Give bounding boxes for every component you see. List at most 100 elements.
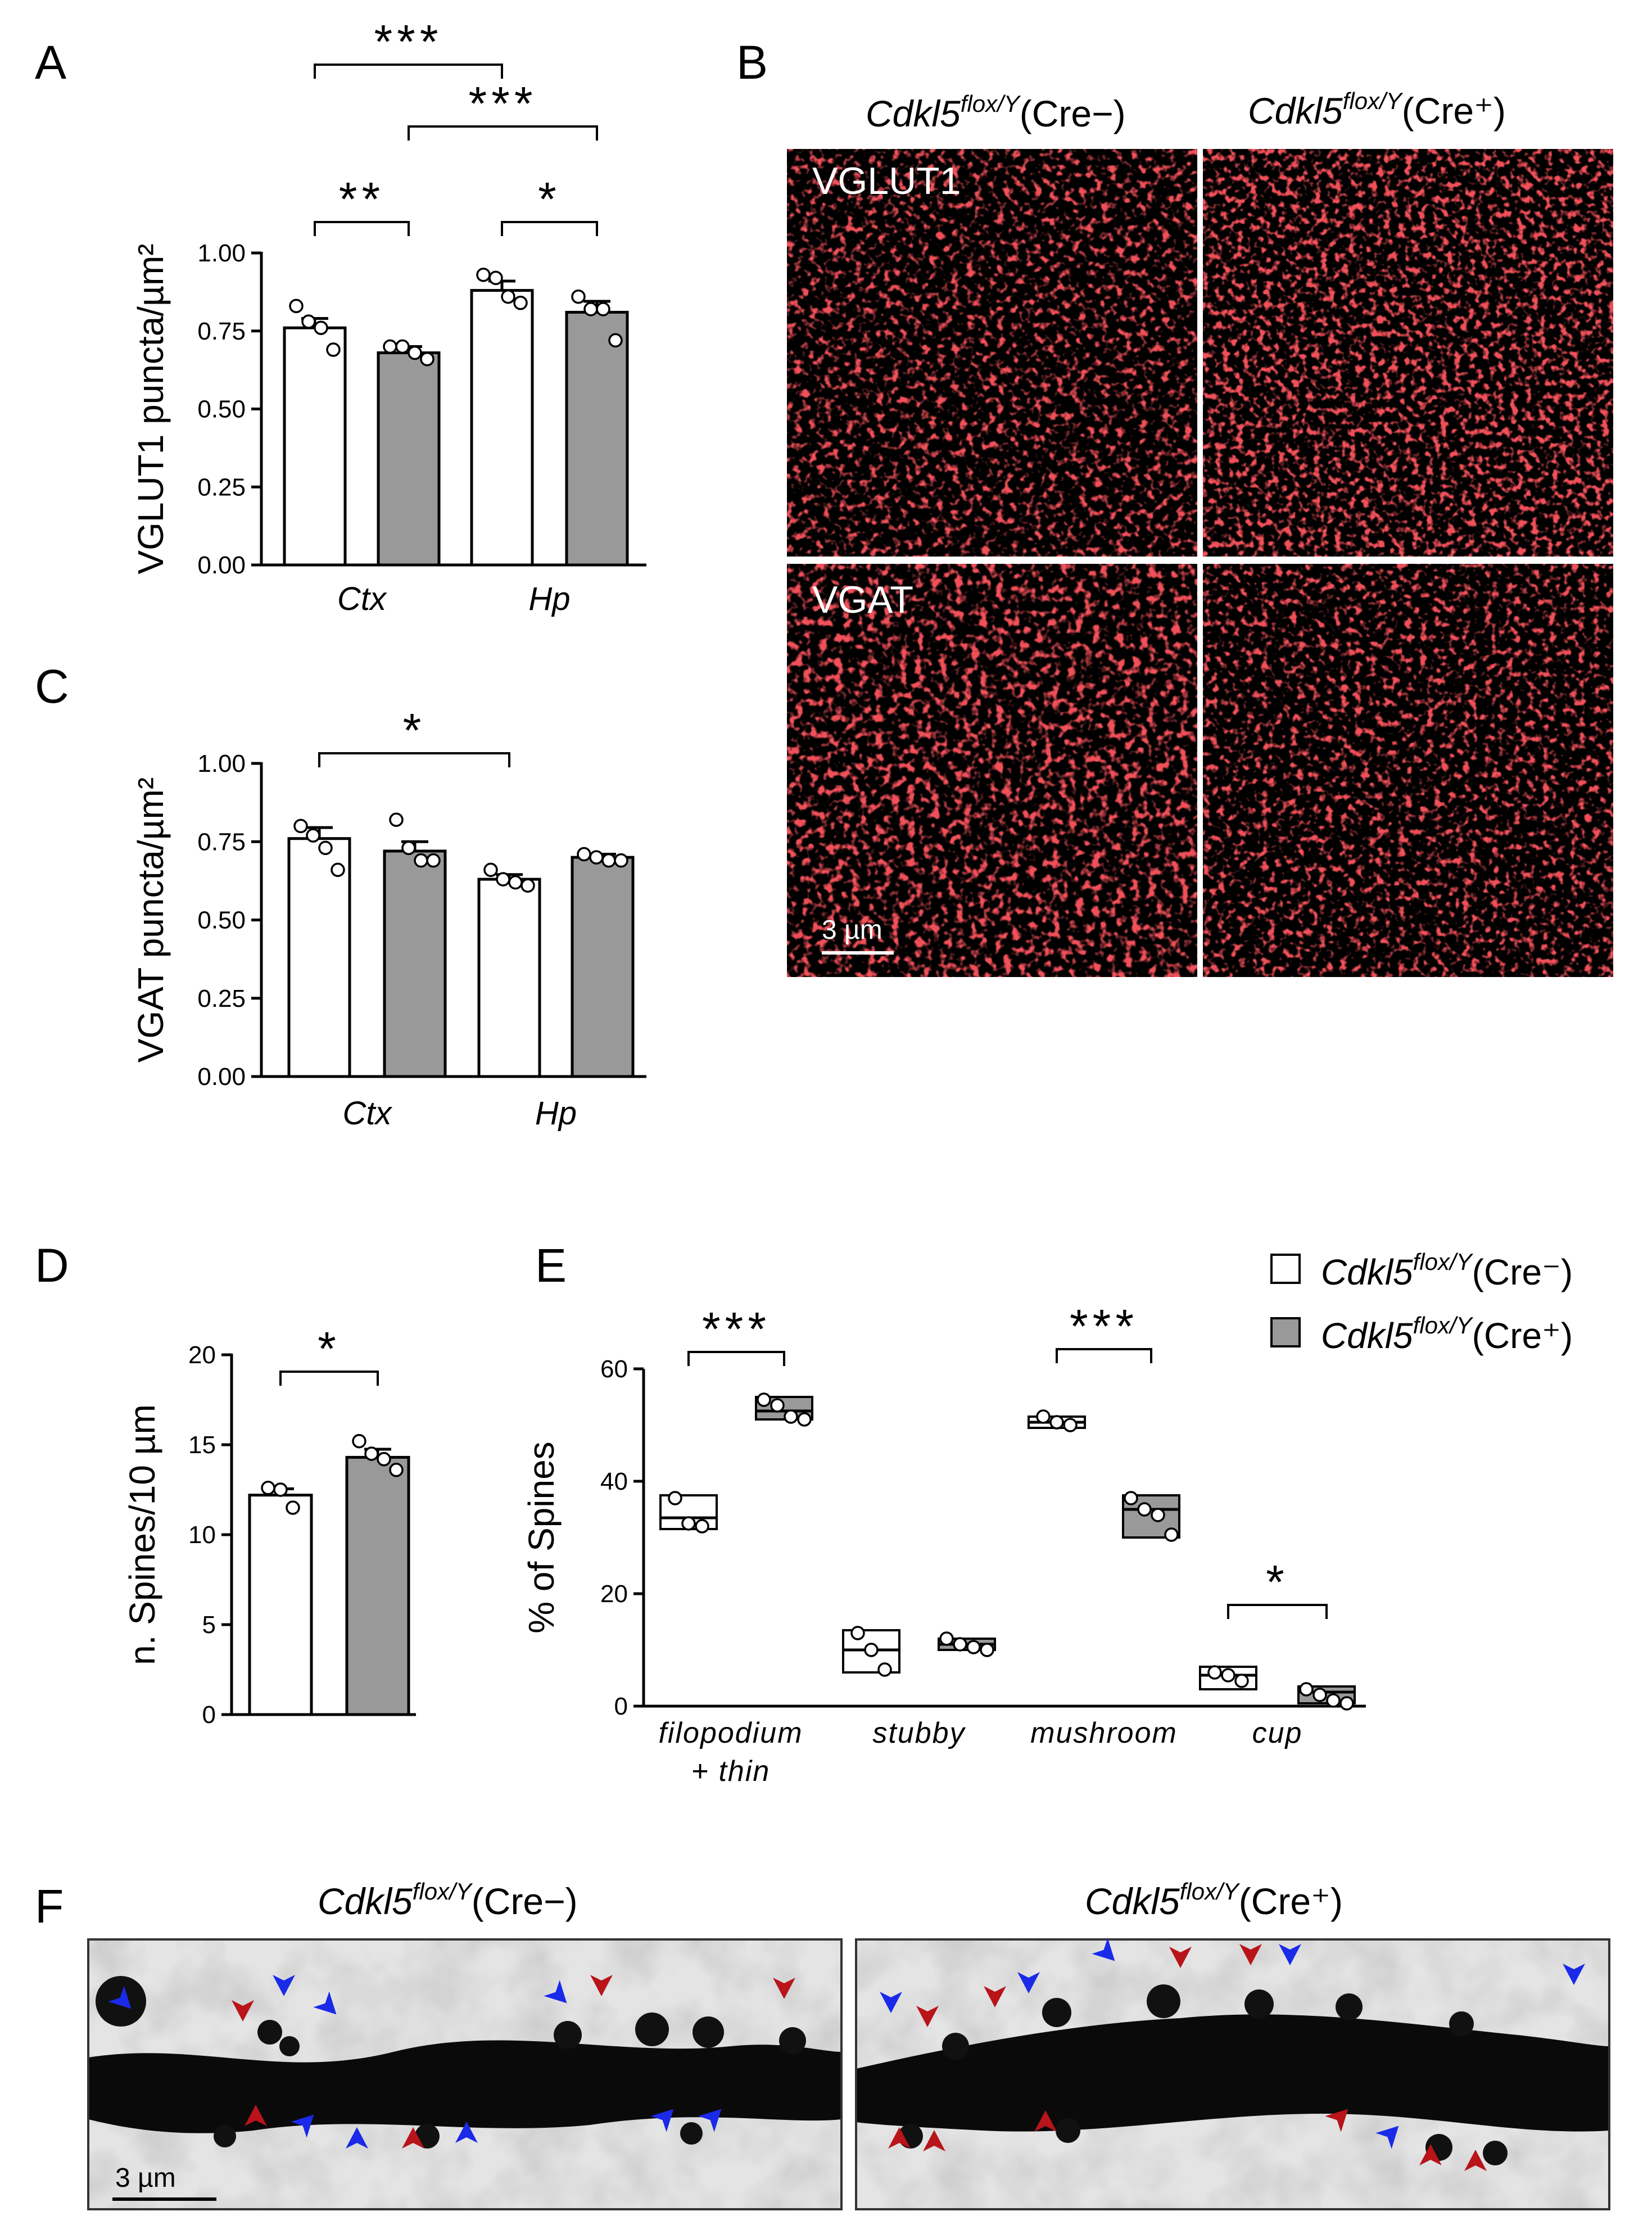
- data-point: [420, 351, 435, 367]
- data-point: [966, 1640, 981, 1654]
- panel-b: Cdkl5flox/Y(Cre−) Cdkl5flox/Y(Cre⁺) VGLU…: [787, 88, 1613, 977]
- data-point: [513, 296, 528, 310]
- bar: [283, 326, 347, 567]
- data-point: [953, 1637, 967, 1652]
- panel-label-c: C: [35, 660, 69, 713]
- data-point: [1221, 1668, 1235, 1683]
- significance-bracket: [687, 1351, 785, 1366]
- spine-arrow-icon: [544, 1980, 567, 2004]
- legend-swatch-cre-plus: [1270, 1317, 1301, 1347]
- data-point: [583, 302, 598, 316]
- significance-bracket: [1056, 1348, 1152, 1363]
- data-point: [668, 1491, 682, 1505]
- data-point: [383, 339, 397, 354]
- spine-arrow-icon: [880, 1992, 902, 2013]
- y-axis-label: % of Spines: [521, 1441, 562, 1634]
- y-tick-label: 5: [202, 1611, 216, 1639]
- x-category-label: Ctx: [343, 1095, 393, 1132]
- data-point: [1137, 1502, 1152, 1517]
- data-point: [501, 289, 515, 304]
- x-category-label: filopodium: [658, 1717, 803, 1749]
- significance-label: **: [339, 173, 384, 225]
- data-point: [757, 1392, 771, 1407]
- data-point: [614, 853, 628, 868]
- data-point: [408, 345, 422, 360]
- data-point: [608, 333, 623, 348]
- data-point: [508, 875, 523, 890]
- significance-bracket: [501, 221, 598, 236]
- data-point: [1234, 1674, 1249, 1688]
- x-category-label: Hp: [528, 581, 570, 617]
- significance-label: ***: [1070, 1300, 1138, 1353]
- significance-label: ***: [468, 77, 537, 130]
- data-point: [301, 314, 316, 329]
- legend-label-cre-plus: Cdkl5flox/Y(Cre⁺): [1321, 1312, 1573, 1356]
- spine-arrow-icon: [916, 2006, 939, 2027]
- panel-label-e: E: [535, 1239, 567, 1292]
- data-point: [571, 289, 586, 304]
- data-point: [864, 1643, 879, 1657]
- data-point: [286, 1500, 300, 1515]
- bar: [470, 289, 534, 567]
- data-point: [352, 1433, 366, 1449]
- spine-arrow-icon: [1017, 1972, 1040, 1993]
- y-tick-label: 20: [600, 1580, 628, 1608]
- data-point: [1049, 1415, 1064, 1430]
- y-tick-label: 60: [600, 1355, 628, 1383]
- spine-arrow-icon: [1375, 2126, 1399, 2149]
- spine-arrow-icon: [1239, 1944, 1262, 1965]
- y-tick-label: 0.75: [197, 828, 246, 856]
- data-point: [1299, 1682, 1314, 1697]
- bar: [565, 310, 629, 567]
- significance-bracket: [1227, 1604, 1328, 1619]
- spine-arrow-icon: [1034, 2110, 1057, 2132]
- data-point: [1063, 1418, 1078, 1432]
- y-tick-label: 0: [202, 1701, 216, 1729]
- image-dendrite-cre-plus: [855, 1938, 1610, 2210]
- spine-arrows: [108, 1938, 1585, 2171]
- spine-arrow-icon: [1092, 1938, 1115, 1961]
- spine-arrow-icon: [273, 1975, 295, 1996]
- y-tick-label: 15: [188, 1431, 216, 1459]
- spine-arrow-icon: [402, 2127, 424, 2149]
- spine-arrow-icon: [984, 1986, 1006, 2007]
- spine-arrow-icon: [313, 1991, 337, 2015]
- x-category-label: cup: [1252, 1717, 1303, 1749]
- significance-label: *: [403, 704, 426, 757]
- data-point: [293, 818, 308, 834]
- data-point: [488, 270, 503, 286]
- data-point: [770, 1398, 785, 1413]
- data-point: [318, 840, 333, 856]
- data-point: [377, 1451, 391, 1467]
- data-point: [939, 1631, 954, 1646]
- spine-arrow-icon: [923, 2130, 945, 2151]
- significance-bracket: [314, 221, 410, 236]
- label-vglut1: VGLUT1: [812, 160, 961, 202]
- spine-arrow-icon: [1464, 2150, 1487, 2171]
- bar: [377, 351, 441, 567]
- data-point: [577, 847, 591, 862]
- bar: [571, 856, 635, 1078]
- significance-label: *: [318, 1322, 341, 1375]
- data-point: [289, 299, 304, 314]
- data-point: [331, 862, 345, 878]
- panel-f: Cdkl5flox/Y(Cre−) Cdkl5flox/Y(Cre⁺): [87, 1878, 1610, 2210]
- data-point: [483, 862, 498, 878]
- significance-label: ***: [702, 1303, 771, 1355]
- data-point: [589, 850, 604, 865]
- significance-bracket: [314, 64, 503, 79]
- data-point: [306, 828, 320, 843]
- data-point: [273, 1482, 288, 1497]
- bar: [383, 849, 447, 1078]
- spine-arrow-icon: [291, 2114, 314, 2138]
- chart-spine-types: 0 20 40 60 % of Spines filopodium + thin stubby…: [521, 1300, 1366, 1788]
- spine-arrow-icon: [1563, 1964, 1585, 1985]
- spine-arrow-icon: [1169, 1947, 1192, 1968]
- data-point: [521, 878, 535, 893]
- bar: [477, 878, 541, 1078]
- y-tick-label: 0: [614, 1693, 628, 1720]
- data-point: [1207, 1665, 1222, 1680]
- spine-arrow-icon: [346, 2127, 368, 2149]
- y-tick-label: 0.50: [197, 907, 246, 934]
